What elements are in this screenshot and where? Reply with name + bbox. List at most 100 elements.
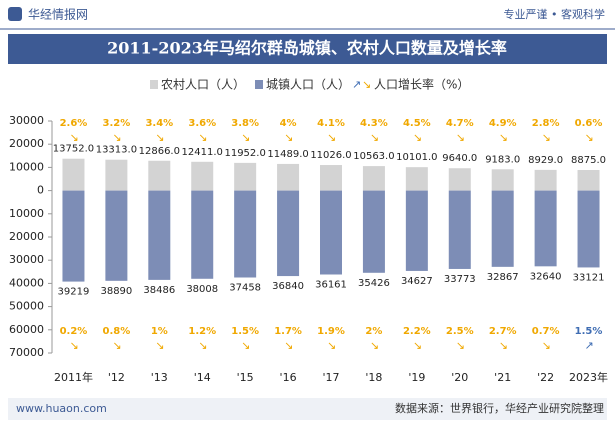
bar	[448, 190, 471, 269]
x-tick-label: '22	[537, 371, 554, 384]
data-label: 33121	[573, 272, 605, 283]
growth-label: 3.6%	[188, 118, 216, 129]
data-label: 11026.0	[310, 150, 351, 161]
legend-label: 城镇人口（人）	[266, 78, 350, 92]
growth-label: 1.2%	[188, 326, 216, 337]
x-tick-label: '17	[322, 371, 339, 384]
growth-arrow: ↘	[413, 339, 422, 352]
growth-arrow: ↘	[112, 131, 121, 144]
footer-bar	[8, 398, 607, 420]
bar	[534, 169, 557, 191]
bar	[491, 169, 514, 191]
source: 数据来源：世界银行，华经产业研究院整理	[395, 401, 604, 415]
bar	[191, 161, 214, 191]
bar	[105, 190, 128, 281]
x-tick-label: '19	[408, 371, 425, 384]
x-tick-label: 2011年	[54, 370, 93, 384]
bar	[577, 170, 600, 191]
growth-label: 2.8%	[532, 118, 560, 129]
growth-label: 0.6%	[575, 118, 603, 129]
growth-arrow: ↘	[456, 339, 465, 352]
bar	[277, 190, 300, 277]
bar	[62, 158, 85, 191]
data-label: 32867	[487, 272, 519, 283]
y-tick-label: 10000	[9, 160, 44, 173]
growth-arrow: ↘	[241, 131, 250, 144]
bar	[277, 163, 300, 191]
data-label: 37458	[229, 283, 261, 294]
growth-arrow: ↘	[370, 131, 379, 144]
x-tick-label: '14	[194, 371, 211, 384]
legend-label: 人口增长率（%）	[374, 77, 469, 92]
y-tick-label: 60000	[9, 323, 44, 336]
growth-label: 1.9%	[317, 326, 345, 337]
growth-label: 1.5%	[231, 326, 259, 337]
bar	[405, 190, 428, 271]
growth-arrow: ↘	[198, 131, 207, 144]
growth-label: 4%	[280, 118, 297, 129]
legend-arrow: ↗	[352, 78, 361, 91]
y-tick-label: 0	[37, 184, 44, 197]
growth-label: 0.7%	[532, 326, 560, 337]
bar	[577, 190, 600, 268]
growth-label: 1.5%	[575, 326, 603, 337]
bar	[148, 160, 171, 191]
website: www.huaon.com	[16, 402, 107, 415]
slogan: 专业严谨 • 客观科学	[504, 7, 605, 21]
x-tick-label: '16	[280, 371, 297, 384]
growth-label: 1.7%	[274, 326, 302, 337]
bar	[320, 190, 342, 275]
x-tick-label: 2023年	[569, 370, 608, 384]
legend-label: 农村人口（人）	[161, 78, 245, 92]
growth-label: 1%	[151, 326, 168, 337]
title-bar	[8, 34, 607, 64]
x-tick-label: '12	[108, 371, 125, 384]
y-tick-label: 50000	[9, 300, 44, 313]
chart-title: 2011-2023年马绍尔群岛城镇、农村人口数量及增长率	[107, 39, 507, 58]
growth-arrow: ↘	[542, 131, 551, 144]
logo-icon	[8, 7, 22, 21]
legend-arrow: ↘	[362, 78, 371, 91]
logo: 华经情报网	[28, 7, 88, 22]
growth-label: 2.2%	[403, 326, 431, 337]
bar	[62, 190, 85, 282]
data-label: 12411.0	[182, 147, 223, 158]
growth-label: 0.2%	[60, 326, 88, 337]
growth-arrow: ↘	[69, 131, 78, 144]
growth-label: 2%	[365, 326, 382, 337]
data-label: 39219	[58, 287, 90, 298]
data-label: 9640.0	[442, 153, 477, 164]
data-label: 11952.0	[224, 148, 265, 159]
growth-arrow: ↘	[542, 339, 551, 352]
growth-label: 4.1%	[317, 118, 345, 129]
data-label: 11489.0	[267, 149, 308, 160]
y-tick-label: 40000	[9, 276, 44, 289]
growth-label: 0.8%	[103, 326, 131, 337]
growth-arrow: ↘	[112, 339, 121, 352]
y-tick-label: 20000	[9, 137, 44, 150]
growth-arrow: ↘	[370, 339, 379, 352]
growth-arrow: ↘	[241, 339, 250, 352]
data-label: 33773	[444, 274, 476, 285]
growth-label: 3.4%	[145, 118, 173, 129]
bar	[534, 190, 557, 267]
data-label: 38008	[186, 284, 218, 295]
data-label: 35426	[358, 278, 390, 289]
growth-arrow: ↗	[585, 339, 594, 352]
data-label: 8875.0	[571, 155, 606, 166]
bar	[320, 165, 342, 191]
bar	[191, 190, 214, 279]
growth-arrow: ↘	[585, 131, 594, 144]
data-label: 10101.0	[396, 152, 437, 163]
x-tick-label: '18	[365, 371, 382, 384]
data-label: 12866.0	[139, 146, 180, 157]
growth-arrow: ↘	[155, 131, 164, 144]
growth-label: 4.7%	[446, 118, 474, 129]
growth-arrow: ↘	[413, 131, 422, 144]
legend-swatch	[255, 80, 263, 89]
data-label: 34627	[401, 276, 433, 287]
growth-label: 4.9%	[489, 118, 517, 129]
data-label: 38890	[100, 286, 132, 297]
y-tick-label: 10000	[9, 207, 44, 220]
y-tick-label: 30000	[9, 253, 44, 266]
